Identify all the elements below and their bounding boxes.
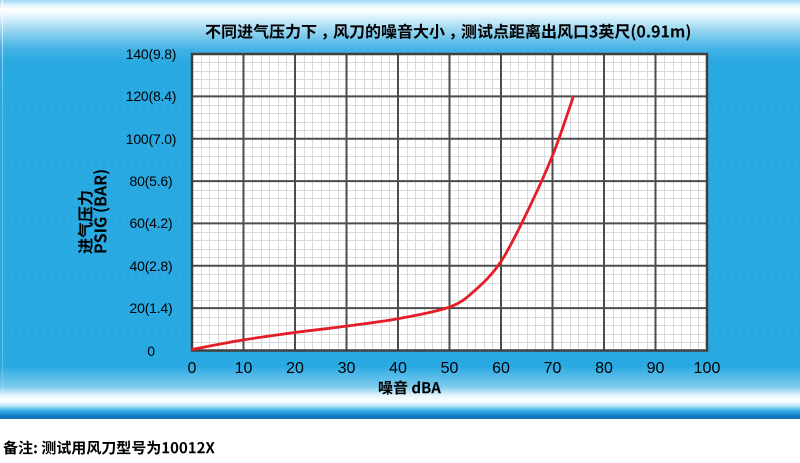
plot-border bbox=[190, 52, 709, 352]
y-tick-label: 0 bbox=[147, 342, 155, 359]
x-tick-label: 70 bbox=[543, 360, 562, 377]
major-gridlines bbox=[192, 54, 707, 351]
x-tick-label: 60 bbox=[492, 360, 510, 377]
x-tick-label: 20 bbox=[286, 360, 304, 377]
footnote-glyphs bbox=[3, 440, 215, 455]
x-tick-label: 10 bbox=[234, 360, 253, 377]
x-tick-label: 50 bbox=[440, 360, 459, 377]
y-tick-label: 140(9.8) bbox=[125, 46, 177, 62]
y-axis-label-line1-glyphs bbox=[77, 191, 93, 254]
x-tick-label: 0 bbox=[187, 360, 197, 377]
x-tick-label: 80 bbox=[595, 360, 613, 377]
x-tick-label: 90 bbox=[646, 360, 665, 377]
panel-left-highlight bbox=[2, 0, 3, 419]
x-tick-label: 40 bbox=[389, 360, 407, 377]
y-tick-label: 40(2.8) bbox=[129, 257, 173, 274]
y-tick-label: 120(8.4) bbox=[125, 88, 177, 105]
y-tick-label: 80(5.6) bbox=[129, 173, 173, 190]
x-tick-label: 30 bbox=[337, 360, 356, 377]
y-tick-label: 100(7.0) bbox=[125, 130, 177, 147]
y-axis-label: 进气压力 PSIG (BAR) bbox=[77, 168, 110, 254]
x-tick-label: 100 bbox=[693, 360, 721, 377]
data-series-curve bbox=[190, 96, 575, 351]
chart-title-glyphs bbox=[205, 23, 690, 41]
x-axis-label-glyphs bbox=[379, 380, 442, 395]
y-axis-label-line2-glyphs bbox=[93, 170, 110, 253]
plot-area bbox=[190, 52, 709, 352]
y-tick-label: 60(4.2) bbox=[129, 215, 173, 232]
y-tick-label: 20(1.4) bbox=[129, 300, 173, 317]
